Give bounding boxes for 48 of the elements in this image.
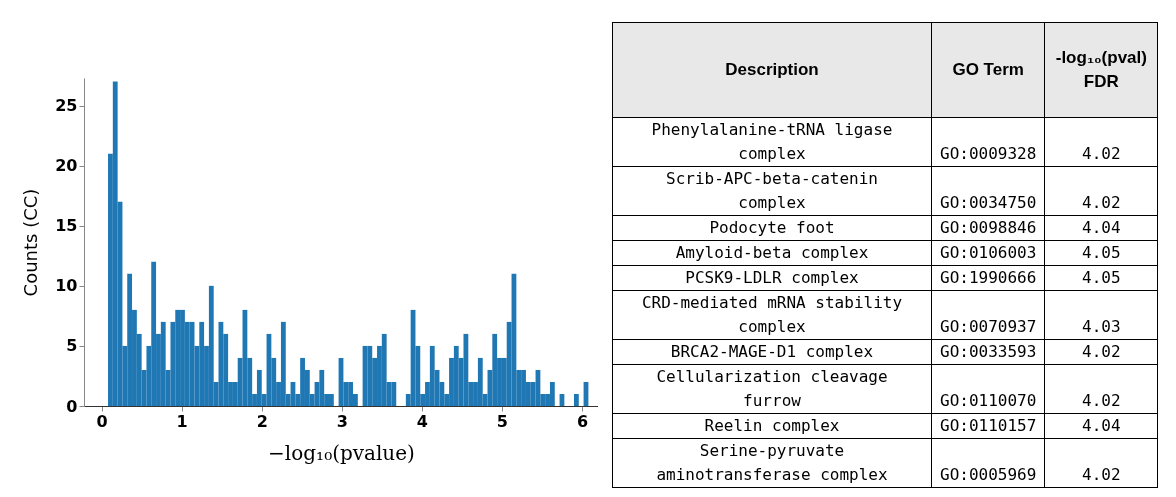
text: GO:0098846 <box>940 218 1037 237</box>
text: BRCA2-MAGE-D1 complex <box>670 342 874 361</box>
text: 4.03 <box>1082 317 1121 336</box>
y-tick-label: 20 <box>55 156 78 176</box>
text: 4.02 <box>1082 391 1121 410</box>
text: 4.02 <box>1082 144 1121 163</box>
text: GO:0070937 <box>940 317 1037 336</box>
x-tick-label: 3 <box>336 411 348 431</box>
text: CRD-mediated mRNA stability complex <box>641 293 903 336</box>
x-tick-label: 6 <box>576 411 589 431</box>
category-label: Description <box>612 22 932 118</box>
text: Phenylalanine-tRNA ligase complex <box>651 120 893 163</box>
x-tick-label: 0 <box>96 411 108 431</box>
text: 4.02 <box>1082 465 1121 484</box>
text: Reelin complex <box>704 416 840 435</box>
category-label: -log₁₀(pval) FDR <box>1044 22 1158 118</box>
text: GO:1990666 <box>940 268 1037 287</box>
text: GO:0009328 <box>940 144 1037 163</box>
text: GO:0033593 <box>940 342 1037 361</box>
text: 4.04 <box>1082 416 1121 435</box>
text: Scrib-APC-beta-catenin complex <box>666 169 878 212</box>
y-axis-title: Counts (CC) <box>20 188 42 297</box>
text: GO:0034750 <box>940 193 1037 212</box>
text: GO:0110070 <box>940 391 1037 410</box>
text: 4.04 <box>1082 218 1121 237</box>
x-tick-label: 5 <box>496 411 508 431</box>
text: 4.02 <box>1082 342 1121 361</box>
x-tick-label: 4 <box>416 411 428 431</box>
text: 4.02 <box>1082 193 1121 212</box>
y-tick-label: 0 <box>66 396 78 416</box>
text: GO:0106003 <box>940 243 1037 262</box>
x-axis-title: −log₁₀(pvalue) <box>268 440 415 465</box>
category-label: GO Term <box>931 22 1045 118</box>
text: 4.05 <box>1082 243 1121 262</box>
y-tick-label: 25 <box>55 96 78 116</box>
x-tick-label: 2 <box>256 411 268 431</box>
y-tick-label: 10 <box>55 276 78 296</box>
text: GO:0110157 <box>940 416 1037 435</box>
text: Cellularization cleavage furrow <box>656 367 888 410</box>
text: GO:0005969 <box>940 465 1037 484</box>
text: Podocyte foot <box>709 218 835 237</box>
text: Amyloid-beta complex <box>675 243 869 262</box>
text: 4.05 <box>1082 268 1121 287</box>
text: Serine-pyruvate aminotransferase complex <box>656 441 888 484</box>
y-tick-label: 15 <box>55 216 78 236</box>
text: PCSK9-LDLR complex <box>685 268 859 287</box>
x-tick-label: 1 <box>176 411 188 431</box>
y-tick-label: 5 <box>66 336 78 356</box>
